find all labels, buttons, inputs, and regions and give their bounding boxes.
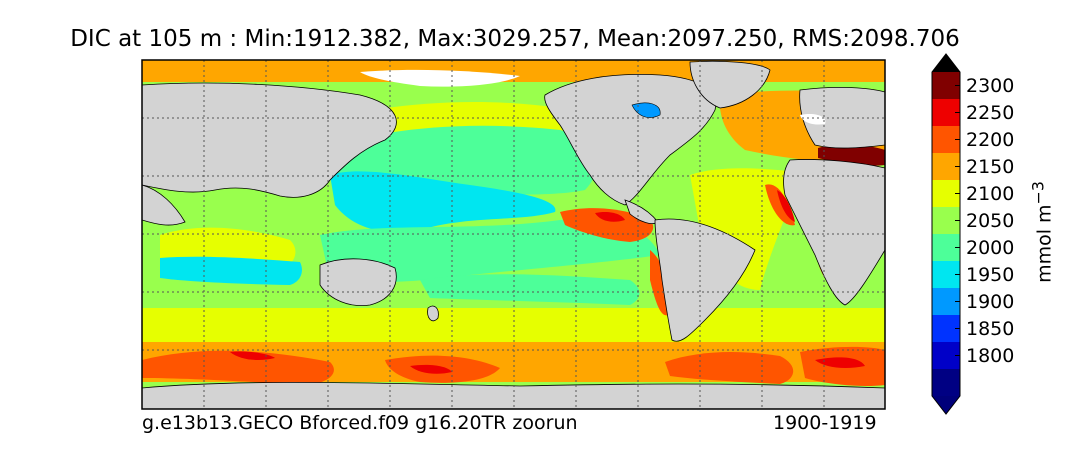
year-range-caption: 1900-1919 [773, 412, 877, 434]
colorbar-tick-label: 2050 [966, 209, 1015, 232]
run-name-caption: g.e13b13.GECO Bforced.f09 g16.20TR zooru… [142, 412, 578, 434]
arctic-ice-2 [800, 114, 826, 125]
africa-west-land [142, 184, 186, 226]
colorbar-tick-label: 2150 [966, 155, 1015, 178]
south-america-land [654, 218, 756, 342]
colorbar-tick-label: 1900 [966, 290, 1015, 313]
map-plot-area [142, 60, 885, 409]
colorbar-segment [932, 369, 960, 397]
africa-land [783, 159, 885, 306]
south-pacific-green [420, 274, 640, 305]
southern-ocean-orange-patch-1 [142, 350, 334, 385]
west-african-red [777, 190, 795, 222]
colorbar-unit-label: mmol m−3 [1028, 181, 1056, 283]
colorbar-tick-label: 2250 [966, 101, 1015, 124]
new-zealand-land [427, 305, 439, 322]
eurasia-land [142, 82, 397, 198]
southern-ocean-red-patch-1 [230, 351, 275, 360]
colorbar-over-arrow [932, 54, 960, 72]
southern-ocean-red-patch-3 [815, 357, 865, 368]
southern-ocean-red-patch-2 [410, 364, 452, 374]
north-america-land [544, 74, 717, 206]
colorbar-tick-label: 2000 [966, 236, 1015, 259]
colorbar-tick-label: 1850 [966, 317, 1015, 340]
map-gridlines [142, 60, 885, 409]
eastern-pacific-red [595, 211, 625, 222]
colorbar-tick-label: 1800 [966, 344, 1015, 367]
pacific-cyan-pool [330, 171, 556, 233]
peru-orange [650, 250, 670, 316]
colorbar-tick-label: 1950 [966, 263, 1015, 286]
hudson-bay-blue [631, 102, 661, 118]
colorbar-outline [931, 53, 961, 415]
australia-land [319, 258, 397, 307]
colorbar [931, 53, 961, 415]
colorbar-tick-label: 2300 [966, 74, 1015, 97]
plot-title: DIC at 105 m : Min:1912.382, Max:3029.25… [70, 26, 960, 52]
eastern-pacific-orange [560, 208, 654, 242]
indian-ocean-cyan [160, 256, 302, 285]
map-frame [141, 59, 886, 410]
pacific-green-south [320, 219, 660, 283]
colorbar-under-arrow [932, 396, 960, 414]
colorbar-tick-label: 2200 [966, 128, 1015, 151]
southern-ocean-orange-patch-3 [665, 352, 794, 384]
arctic-ice [360, 69, 520, 87]
colorbar-tick-label: 2100 [966, 182, 1015, 205]
